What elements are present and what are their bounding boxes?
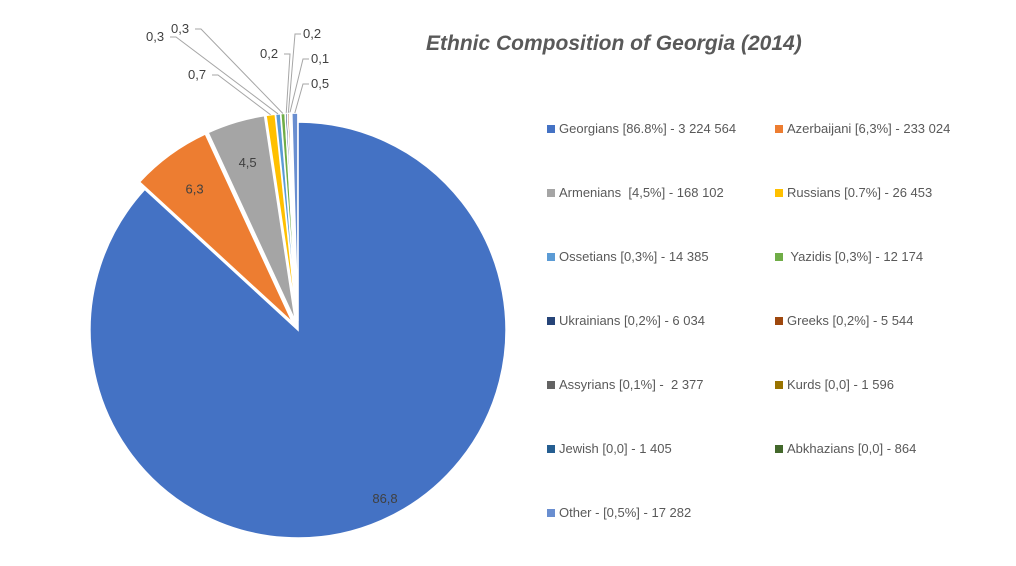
data-label-ukrainians: 0,2 (260, 46, 278, 61)
legend-item-jewish: Jewish [0,0] - 1 405 (547, 441, 672, 456)
legend-swatch (775, 380, 783, 389)
legend-label: Azerbaijani [6,3%] - 233 024 (787, 121, 951, 136)
legend-item-azerbaijani: Azerbaijani [6,3%] - 233 024 (775, 121, 950, 136)
data-label-armenians: 4,5 (239, 155, 257, 170)
legend-item-greeks: Greeks [0,2%] - 5 544 (775, 313, 913, 328)
legend-label: Jewish [0,0] - 1 405 (559, 441, 672, 456)
legend-item-georgians: Georgians [86.8%] - 3 224 564 (547, 121, 736, 136)
legend-swatch (547, 188, 555, 197)
legend-swatch (775, 188, 783, 197)
data-label-yazidis: 0,3 (171, 21, 189, 36)
legend-swatch (547, 252, 555, 261)
legend-label: Ossetians [0,3%] - 14 385 (559, 249, 709, 264)
legend-item-abkhazians: Abkhazians [0,0] - 864 (775, 441, 916, 456)
pie-slice-azerbaijani (138, 132, 294, 324)
leader-line (212, 74, 271, 116)
data-label-georgians: 86,8 (372, 491, 397, 506)
legend-label: Other - [0,5%] - 17 282 (559, 505, 692, 520)
legend-swatch (775, 252, 783, 261)
legend-label: Abkhazians [0,0] - 864 (787, 441, 917, 456)
legend-swatch (547, 124, 555, 133)
chart-title: Ethnic Composition of Georgia (2014) (426, 32, 802, 55)
data-label-ossetians: 0,3 (146, 29, 164, 44)
legend-item-other: Other - [0,5%] - 17 282 (547, 505, 691, 520)
data-label-other: 0,5 (311, 76, 329, 91)
legend-item-armenians: Armenians [4,5%] - 168 102 (547, 185, 724, 200)
legend-swatch (775, 124, 783, 133)
leader-line (294, 83, 309, 114)
leader-line (289, 58, 309, 114)
legend-swatch (547, 316, 555, 325)
legend-label: Ukrainians [0,2%] - 6 034 (559, 313, 705, 328)
legend-swatch (547, 444, 555, 453)
pie-slice-armenians (207, 114, 297, 322)
legend-item-kurds: Kurds [0,0] - 1 596 (775, 377, 894, 392)
legend-item-ukrainians: Ukrainians [0,2%] - 6 034 (547, 313, 705, 328)
legend-label: Greeks [0,2%] - 5 544 (787, 313, 914, 328)
legend-item-assyrians: Assyrians [0,1%] - 2 377 (547, 377, 704, 392)
legend-item-yazidis: Yazidis [0,3%] - 12 174 (775, 249, 923, 264)
leader-line (170, 36, 279, 115)
legend-label: Russians [0.7%] - 26 453 (787, 185, 933, 200)
leader-line (284, 53, 291, 114)
legend-label: Yazidis [0,3%] - 12 174 (787, 249, 924, 264)
legend-item-ossetians: Ossetians [0,3%] - 14 385 (547, 249, 709, 264)
legend-swatch (547, 380, 555, 389)
legend-label: Georgians [86.8%] - 3 224 564 (559, 121, 737, 136)
pie-slice-other (291, 112, 299, 322)
legend-label: Kurds [0,0] - 1 596 (787, 377, 894, 392)
leader-line (287, 33, 301, 114)
legend-swatch (547, 508, 555, 517)
legend-swatch (775, 316, 783, 325)
data-label-greeks: 0,2 (303, 26, 321, 41)
data-label-azerbaijani: 6,3 (186, 181, 204, 196)
pie-slice-georgians (89, 121, 507, 539)
legend-item-russians: Russians [0.7%] - 26 453 (775, 185, 932, 200)
data-label-russians: 0,7 (188, 67, 206, 82)
data-label-assyrians: 0,1 (311, 51, 329, 66)
legend-label: Assyrians [0,1%] - 2 377 (559, 377, 704, 392)
legend-label: Armenians [4,5%] - 168 102 (559, 185, 724, 200)
leader-line (195, 28, 284, 114)
legend-swatch (775, 444, 783, 453)
